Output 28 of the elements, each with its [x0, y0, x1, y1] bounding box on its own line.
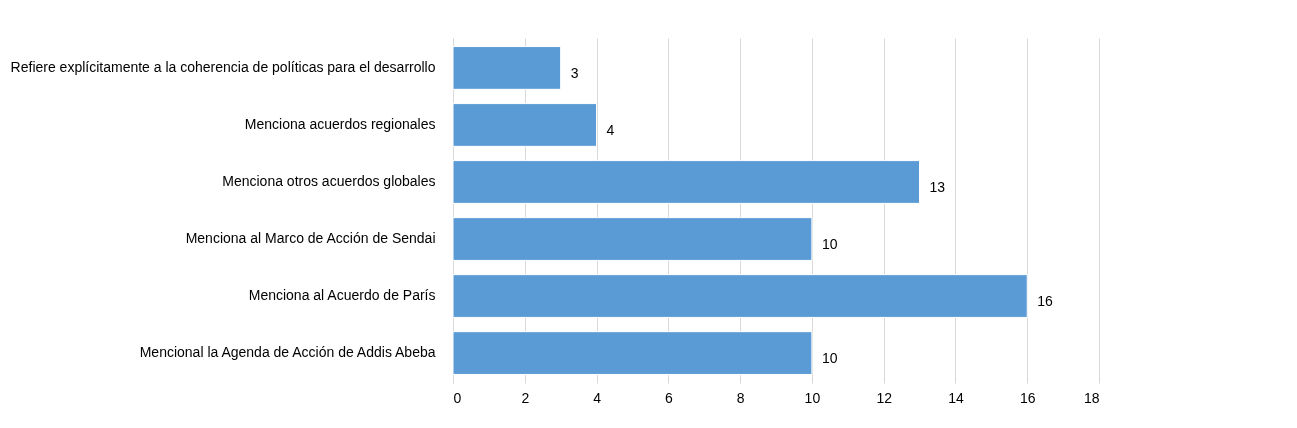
data-label: 4: [606, 121, 615, 138]
data-label: 3: [570, 64, 579, 81]
x-tick-label: 0: [453, 389, 462, 406]
x-tick-label: 18: [1083, 389, 1100, 406]
bar: [452, 217, 813, 261]
y-tick-label: Menciona acuerdos regionales: [244, 115, 436, 132]
x-tick-label: 4: [593, 389, 602, 406]
data-label: 10: [821, 350, 838, 367]
x-tick-label: 8: [736, 389, 745, 406]
x-tick-label: 16: [1019, 389, 1036, 406]
data-label: 10: [821, 236, 838, 253]
x-tick-label: 2: [521, 389, 530, 406]
y-tick-label: Menciona al Acuerdo de París: [248, 287, 436, 304]
data-label: 13: [929, 178, 946, 195]
x-tick-label: 12: [876, 389, 893, 406]
data-label: 16: [1037, 293, 1054, 310]
y-tick-label: Refiere explícitamente a la coherencia de políticas para el desarrollo: [10, 58, 436, 75]
y-tick-label: Menciona al Marco de Acción de Sendai: [185, 230, 436, 247]
bar: [452, 46, 562, 90]
bar: [452, 274, 1028, 318]
x-tick-label: 14: [948, 389, 964, 406]
x-tick-label: 6: [664, 389, 673, 406]
bar: [452, 103, 598, 147]
x-tick-label: 10: [804, 389, 821, 406]
bar: [452, 331, 813, 375]
bar: [452, 160, 921, 204]
y-tick-label: Menciona otros acuerdos globales: [222, 172, 436, 189]
y-tick-label: Mencional la Agenda de Acción de Addis Abeba: [139, 344, 436, 361]
